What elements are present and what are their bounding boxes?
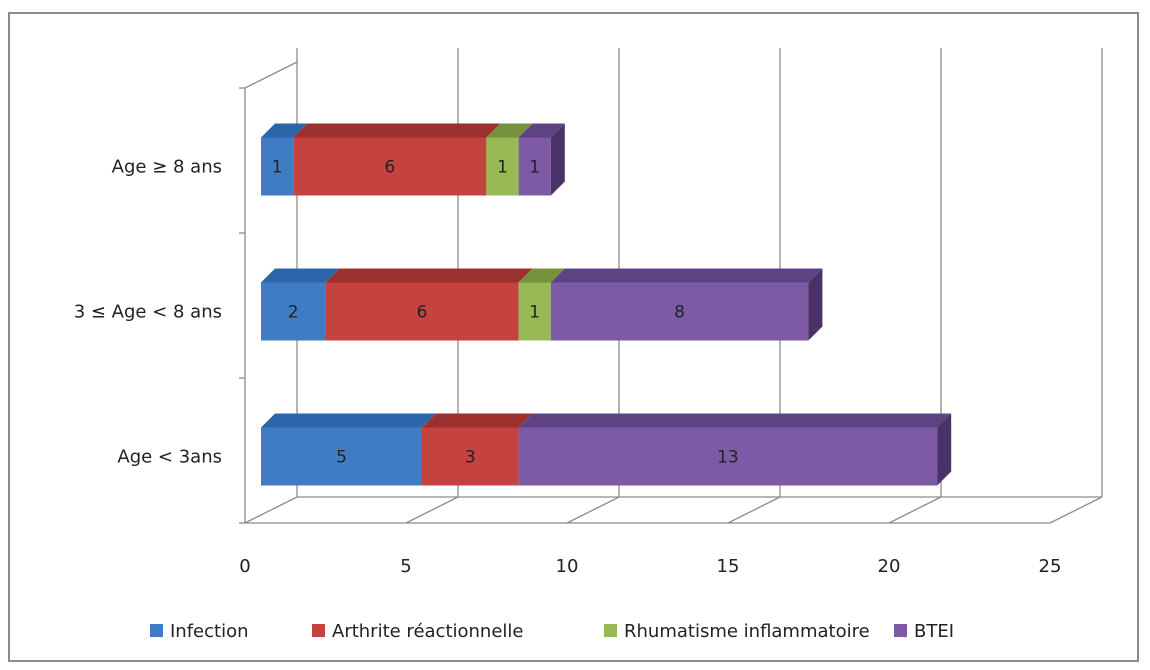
bar-rhumatisme-inflammatoire-3-age-8-ans [518,282,551,341]
bar-rhumatisme-inflammatoire-age-8-ans [486,137,519,196]
legend-label-infection: Infection [170,621,249,642]
bar-btei-age-3ans [518,427,938,486]
data-label-arthrite-reactionnelle-age-8-ans: 6 [384,158,395,178]
bar-top-infection-3-age-8-ans [261,268,340,283]
bar-top-infection-age-3ans [261,413,436,428]
data-label-btei-age-3ans: 13 [717,448,739,468]
bar-arthrite-reactionnelle-age-3ans [422,427,519,486]
data-label-rhumatisme-inflammatoire-3-age-8-ans: 1 [529,303,540,323]
x-tick-label-0: 0 [239,556,250,577]
bar-top-btei-3-age-8-ans [550,268,823,283]
gridline-floor-4 [888,496,942,524]
legend-label-arthrite-reactionnelle: Arthrite réactionnelle [332,621,523,642]
gridline-floor-3 [727,496,781,524]
category-label-3-age-8-ans: 3 ≤ Age < 8 ans [74,302,222,323]
bar-side-3-age-8-ans [808,268,823,341]
category-label-age-3ans: Age < 3ans [117,447,222,468]
data-label-arthrite-reactionnelle-age-3ans: 3 [465,448,476,468]
legend-swatch-infection [150,624,163,637]
bar-top-arthrite-reactionnelle-3-age-8-ans [325,268,533,283]
bar-arthrite-reactionnelle-age-8-ans [293,137,487,196]
gridline-floor-1 [405,496,459,524]
x-tick-label-1: 5 [400,556,411,577]
side-wall-top-edge [244,61,298,89]
legend-swatch-btei [894,624,907,637]
bar-infection-age-8-ans [261,137,294,196]
legend-label-btei: BTEI [914,621,954,642]
data-label-arthrite-reactionnelle-3-age-8-ans: 6 [417,303,428,323]
bar-infection-3-age-8-ans [261,282,326,341]
bar-infection-age-3ans [261,427,422,486]
data-label-infection-3-age-8-ans: 2 [288,303,299,323]
data-label-infection-age-3ans: 5 [336,448,347,468]
bar-side-age-3ans [937,413,952,486]
x-tick-label-4: 20 [878,556,901,577]
gridline-floor-5 [1049,496,1103,524]
bar-top-rhumatisme-inflammatoire-3-age-8-ans [518,268,565,283]
x-tick-label-3: 15 [717,556,740,577]
gridline-floor-2 [566,496,620,524]
bar-side-age-8-ans [550,123,565,196]
data-label-btei-3-age-8-ans: 8 [674,303,685,323]
bar-btei-age-8-ans [518,137,551,196]
bar-top-arthrite-reactionnelle-age-8-ans [293,123,501,138]
data-label-rhumatisme-inflammatoire-age-8-ans: 1 [497,158,508,178]
bar-top-arthrite-reactionnelle-age-3ans [422,413,533,428]
x-tick-label-2: 10 [556,556,579,577]
legend-swatch-rhumatisme-inflammatoire [604,624,617,637]
data-label-infection-age-8-ans: 1 [272,158,283,178]
bar-top-btei-age-3ans [518,413,952,428]
category-label-age-8-ans: Age ≥ 8 ans [112,157,222,178]
bar-arthrite-reactionnelle-3-age-8-ans [325,282,519,341]
bar-btei-3-age-8-ans [550,282,809,341]
x-tick-label-5: 25 [1039,556,1062,577]
gridline-floor-0 [244,496,298,524]
data-label-btei-age-8-ans: 1 [529,158,540,178]
legend-label-rhumatisme-inflammatoire: Rhumatisme inflammatoire [624,621,870,642]
bar-top-infection-age-8-ans [261,123,308,138]
bar-top-btei-age-8-ans [518,123,565,138]
bar-top-rhumatisme-inflammatoire-age-8-ans [486,123,533,138]
legend-swatch-arthrite-reactionnelle [312,624,325,637]
